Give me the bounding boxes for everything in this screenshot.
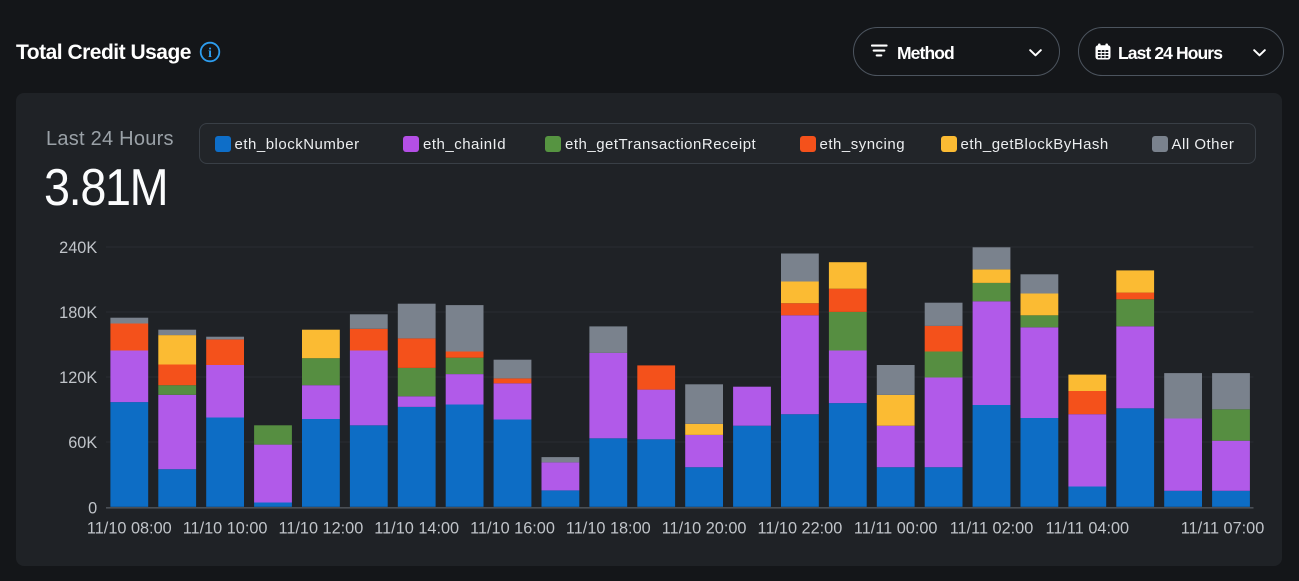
svg-text:11/11 02:00: 11/11 02:00 [949, 519, 1033, 537]
svg-text:11/10 08:00: 11/10 08:00 [86, 519, 171, 537]
svg-text:60K: 60K [68, 433, 97, 451]
svg-text:120K: 120K [59, 368, 97, 386]
svg-text:180K: 180K [59, 303, 97, 321]
svg-text:11/10 16:00: 11/10 16:00 [470, 519, 555, 537]
svg-text:240K: 240K [59, 238, 97, 256]
svg-text:11/10 12:00: 11/10 12:00 [278, 519, 363, 537]
svg-text:i: i [208, 45, 212, 60]
svg-text:11/10 10:00: 11/10 10:00 [182, 519, 267, 537]
svg-text:11/10 22:00: 11/10 22:00 [757, 519, 842, 537]
svg-text:11/10 18:00: 11/10 18:00 [565, 519, 650, 537]
svg-text:0: 0 [88, 499, 97, 517]
svg-text:11/10 14:00: 11/10 14:00 [374, 519, 459, 537]
svg-text:11/11 04:00: 11/11 04:00 [1045, 519, 1129, 537]
svg-text:11/11 07:00: 11/11 07:00 [1180, 519, 1264, 537]
svg-text:11/10 20:00: 11/10 20:00 [661, 519, 746, 537]
svg-text:11/11 00:00: 11/11 00:00 [853, 519, 937, 537]
